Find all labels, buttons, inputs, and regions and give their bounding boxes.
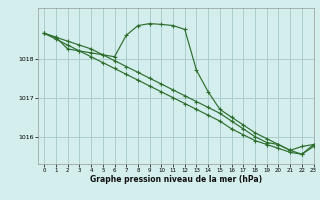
X-axis label: Graphe pression niveau de la mer (hPa): Graphe pression niveau de la mer (hPa) <box>90 175 262 184</box>
